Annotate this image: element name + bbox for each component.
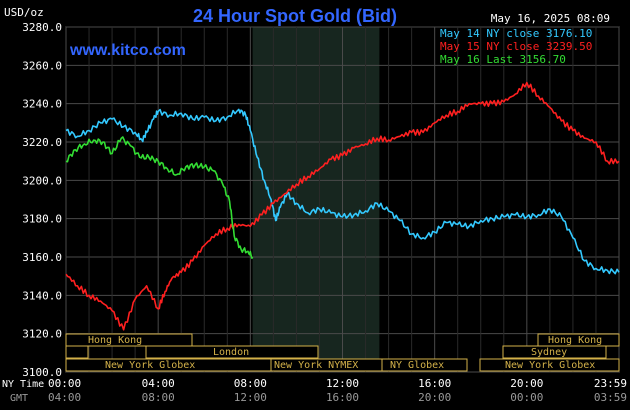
legend-item-may14: May 14 NY close 3176.10	[440, 27, 592, 40]
session-label-hong-kong-2: Hong Kong	[548, 335, 602, 346]
x-tick-ny-time: 23:59	[594, 377, 627, 390]
series-line-may15	[65, 81, 620, 331]
chart-title: 24 Hour Spot Gold (Bid)	[193, 6, 397, 26]
x-tick-ny-time: 12:00	[326, 377, 359, 390]
x-tick-gmt: 12:00	[234, 391, 267, 404]
market-sessions: Hong Kong London New York Globex New Yor…	[65, 333, 620, 372]
session-label-nymex: New York NYMEX	[274, 360, 358, 371]
x-tick-ny-time: 08:00	[234, 377, 267, 390]
y-tick-label: 3160.0	[22, 251, 62, 264]
session-bar-ny-globex-2	[381, 358, 468, 372]
series-lines	[65, 81, 620, 331]
y-axis: 3280.0 3260.0 3240.0 3220.0 3200.0 3180.0 3160…	[22, 21, 62, 379]
x-tick-gmt: 00:00	[510, 391, 543, 404]
session-bar-sydney	[502, 345, 607, 359]
y-tick-label: 3120.0	[22, 328, 62, 341]
y-tick-label: 3280.0	[22, 21, 62, 34]
y-tick-label: 3220.0	[22, 136, 62, 149]
y-tick-label: 3200.0	[22, 174, 62, 187]
session-label-ny-globex-1: New York Globex	[105, 360, 195, 371]
x-tick-gmt: 08:00	[142, 391, 175, 404]
x-tick-gmt: 03:59	[594, 391, 627, 404]
x-tick-ny-time: 20:00	[510, 377, 543, 390]
session-bar-london	[145, 345, 319, 359]
unit-label: USD/oz	[4, 6, 44, 19]
session-bar-hk-stub	[65, 345, 89, 359]
legend-item-may16: May 16 Last 3156.70	[440, 53, 566, 66]
session-bar-hong-kong	[65, 333, 193, 347]
y-tick-label: 3240.0	[22, 98, 62, 111]
grid-lines	[65, 26, 620, 373]
ny-time-label: NY Time	[2, 379, 44, 390]
x-tick-ny-time: 16:00	[418, 377, 451, 390]
x-tick-gmt: 20:00	[418, 391, 451, 404]
series-line-may16	[65, 136, 254, 260]
legend: May 14 NY close 3176.10 May 15 NY close …	[440, 27, 592, 66]
x-tick-ny-time: 00:00	[48, 377, 81, 390]
x-tick-gmt: 04:00	[48, 391, 81, 404]
x-tick-gmt: 16:00	[326, 391, 359, 404]
y-tick-label: 3140.0	[22, 289, 62, 302]
x-tick-ny-time: 04:00	[142, 377, 175, 390]
y-tick-label: 3180.0	[22, 213, 62, 226]
legend-item-may15: May 15 NY close 3239.50	[440, 40, 592, 53]
site-url: www.kitco.com	[69, 42, 186, 59]
timestamp: May 16, 2025 08:09	[491, 12, 610, 25]
y-tick-label: 3100.0	[22, 366, 62, 379]
session-label-hong-kong: Hong Kong	[88, 335, 142, 346]
session-label-sydney: Sydney	[531, 347, 567, 358]
series-line-may14	[65, 108, 620, 275]
session-label-ny-globex-3: New York Globex	[505, 360, 595, 371]
y-tick-label: 3260.0	[22, 59, 62, 72]
session-bar-ny-globex-3	[479, 358, 620, 372]
x-axis: 00:0004:0004:0008:0008:0012:0012:0016:00…	[48, 377, 627, 404]
session-label-ny-globex-2: NY Globex	[390, 360, 444, 371]
session-label-london: London	[213, 347, 249, 358]
gmt-label: GMT	[10, 393, 28, 404]
